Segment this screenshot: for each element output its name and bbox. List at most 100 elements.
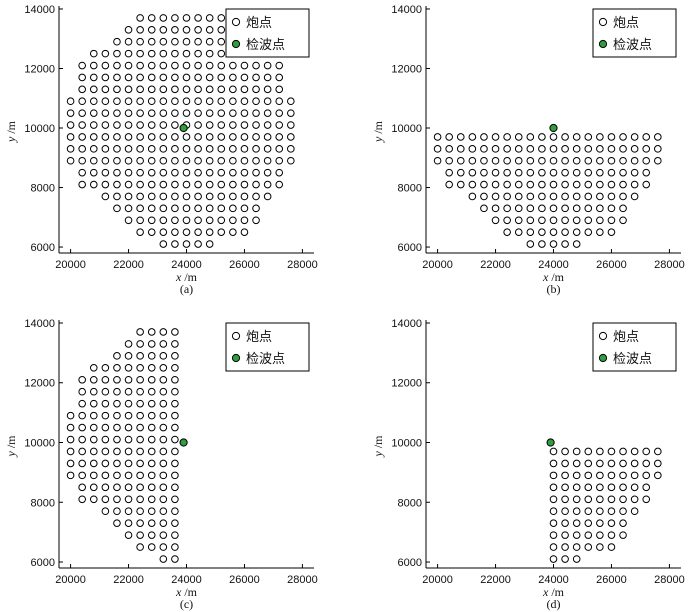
shot-point <box>147 85 156 94</box>
shot-point <box>252 109 260 117</box>
shot-point <box>240 216 249 225</box>
shot-point <box>642 459 651 468</box>
shot-point <box>78 73 86 82</box>
shot-point <box>491 145 500 153</box>
shot-point <box>171 387 179 396</box>
shot-point <box>194 14 202 22</box>
shot-point <box>89 97 98 106</box>
shot-point <box>124 168 133 177</box>
shot-point <box>194 180 202 189</box>
shot-point <box>275 168 284 177</box>
shot-point <box>171 14 179 22</box>
shot-point <box>78 459 86 468</box>
legend-entry-shot: 炮点 <box>613 329 639 344</box>
shot-point <box>171 192 179 201</box>
shot-point <box>124 375 133 384</box>
shot-point <box>468 192 477 201</box>
shot-point <box>124 180 133 189</box>
shot-point <box>538 204 546 213</box>
shot-point <box>171 519 179 527</box>
shot-point <box>171 216 179 225</box>
x-tick-label: 24000 <box>538 259 569 271</box>
y-tick-label: 6000 <box>31 557 55 569</box>
shot-point <box>252 168 260 177</box>
shot-point <box>549 543 558 551</box>
shot-point <box>503 228 511 236</box>
shot-point <box>171 168 179 177</box>
shot-point <box>78 399 86 408</box>
shot-point <box>607 459 616 468</box>
shot-point <box>480 168 488 177</box>
shot-point <box>124 352 133 360</box>
shot-point <box>456 133 465 141</box>
shot-point <box>549 192 558 201</box>
shot-point <box>159 399 168 408</box>
shot-point <box>584 168 593 177</box>
shot-point <box>217 180 226 189</box>
x-tick-label: 22000 <box>113 574 144 586</box>
shot-point <box>159 387 168 396</box>
x-tick-label: 22000 <box>480 259 511 271</box>
shot-point <box>217 204 226 213</box>
shot-point <box>182 26 191 34</box>
y-tick-label: 14000 <box>391 4 422 16</box>
shot-point <box>526 192 535 201</box>
shot-point <box>78 471 86 480</box>
shot-point <box>66 471 75 480</box>
shot-point <box>287 97 295 106</box>
shot-point <box>561 555 569 563</box>
legend-entry-shot: 炮点 <box>613 15 639 30</box>
shot-point <box>607 531 616 539</box>
panel-label: (c) <box>180 597 193 611</box>
shot-point <box>89 483 98 492</box>
shot-point <box>124 483 133 492</box>
panel-c: 20000 22000 24000 26000 28000 6000 8000 10000 12… <box>4 318 318 611</box>
shot-point <box>194 97 202 106</box>
shot-point <box>584 447 593 456</box>
shot-point <box>240 228 249 236</box>
shot-point <box>124 435 133 444</box>
shot-point <box>78 97 86 106</box>
shot-point <box>607 204 616 213</box>
shot-point <box>596 204 604 213</box>
shot-point <box>182 145 191 153</box>
shot-point <box>113 364 121 372</box>
shot-point <box>194 156 202 165</box>
shot-point <box>136 531 144 539</box>
shot-point <box>205 37 214 46</box>
shot-point <box>159 364 168 372</box>
shot-point <box>171 340 179 348</box>
shot-point <box>136 375 144 384</box>
shot-point <box>147 109 156 117</box>
shot-point <box>136 97 144 106</box>
shot-point <box>572 531 581 539</box>
shot-point <box>217 156 226 165</box>
shot-point <box>78 387 86 396</box>
legend-box <box>225 8 310 58</box>
shot-point <box>607 228 616 236</box>
legend-shot-marker <box>231 17 241 27</box>
shot-point <box>171 85 179 94</box>
shot-point <box>147 216 156 225</box>
shot-point <box>252 85 260 94</box>
shot-point <box>89 85 98 94</box>
shot-point <box>572 168 581 177</box>
shot-point <box>630 156 639 165</box>
x-tick-label: 20000 <box>55 259 86 271</box>
shot-point <box>619 180 627 189</box>
shot-point <box>182 14 191 22</box>
shot-point <box>561 240 569 248</box>
shot-point <box>433 133 442 141</box>
shot-point <box>159 447 168 456</box>
shot-point <box>287 121 295 129</box>
shot-point <box>182 204 191 213</box>
shot-point <box>514 145 523 153</box>
shot-point <box>619 507 627 516</box>
shot-point <box>147 49 156 58</box>
shot-point <box>66 133 75 141</box>
shot-point <box>124 459 133 468</box>
shot-point <box>182 133 191 141</box>
shot-point <box>89 364 98 372</box>
shot-point <box>113 495 121 504</box>
